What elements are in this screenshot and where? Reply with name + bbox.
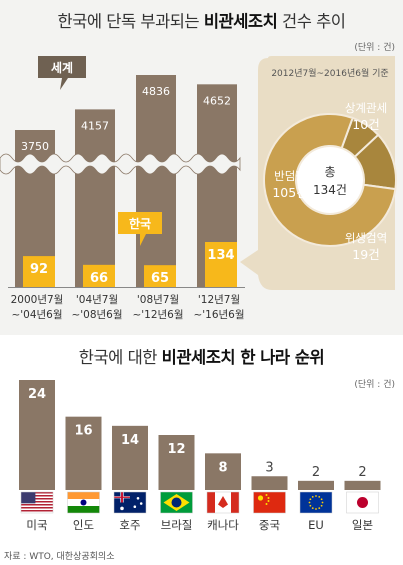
korea-bar: [144, 265, 176, 287]
japan-flag-icon: [346, 491, 379, 514]
pie-label-countervailing-name: 상계관세: [345, 101, 387, 115]
ranking-category-label: 인도: [73, 518, 94, 532]
x-tick-label: '04년7월 ~'08년6월: [71, 294, 122, 321]
ranking-bar: [112, 425, 148, 490]
top-chart-svg: 3750 4157 4836 4652 92 66 65 134 2000년7월 ~'04년6월 '…: [0, 56, 397, 321]
bottom-unit-label: (단위 : 건): [354, 380, 395, 390]
ranking-category-label: EU: [308, 518, 324, 532]
bottom-chart-title: 한국에 대한 비관세조치 한 나라 순위: [78, 348, 325, 367]
world-bar: [136, 75, 176, 287]
korea-value-label: 66: [90, 271, 108, 286]
ranking-bar: [344, 480, 381, 490]
ranking-value-label: 8: [218, 460, 227, 475]
korea-bar: [205, 242, 237, 287]
ranking-category-label: 캐나다: [207, 518, 239, 532]
korea-tag-bubble: [118, 212, 162, 246]
source-note: 자료 : WTO, 대한상공회의소: [4, 552, 115, 562]
ranking-category-label: 중국: [259, 518, 280, 532]
ranking-bar: [158, 435, 195, 490]
world-value-label: 4836: [142, 85, 170, 98]
korea-bar: [83, 264, 115, 287]
china-flag-icon: [253, 491, 286, 514]
world-value-label: 4652: [203, 94, 231, 107]
ranking-value-label: 2: [312, 465, 320, 480]
ranking-category-label: 미국: [26, 518, 47, 532]
korea-value-label: 134: [207, 248, 234, 263]
bottom-chart-svg: 24 미국 16 인도 14 호주 12 브라질 8 캐나다 3 중국 2 EU 2 일본: [19, 380, 381, 532]
pie-total-label: 총: [324, 165, 335, 179]
korea-tag-label: 한국: [129, 216, 151, 231]
ranking-value-label: 2: [358, 465, 366, 480]
pie-label-antidumping-name: 반덤핑: [274, 169, 306, 183]
ranking-value-label: 3: [265, 460, 273, 475]
korea-bar: [23, 256, 55, 287]
pie-label-antidumping-value: 105건: [272, 185, 307, 200]
x-tick-label: 2000년7월 ~'04년6월: [11, 294, 64, 321]
top-unit-label: (단위 : 건): [354, 43, 395, 53]
ranking-value-label: 24: [28, 387, 46, 402]
pie-slice: [263, 113, 397, 247]
us-flag-icon: [20, 491, 54, 514]
ranking-category-label: 일본: [352, 518, 373, 532]
ranking-bar: [298, 480, 334, 490]
ranking-category-label: 호주: [119, 518, 140, 532]
ranking-bar: [19, 380, 55, 490]
ranking-bar: [251, 476, 288, 490]
x-tick-label: '08년7월 ~'12년6월: [132, 294, 183, 321]
world-bar: [75, 109, 115, 287]
ranking-value-label: 12: [167, 442, 185, 457]
pie-label-sps-name: 위생검역: [345, 231, 387, 245]
pie-total-value: 134건: [313, 183, 347, 197]
brazil-flag-icon: [160, 491, 193, 514]
ranking-bar: [65, 416, 102, 490]
india-flag-icon: [67, 491, 100, 514]
ranking-value-label: 14: [121, 433, 139, 448]
australia-flag-icon: [113, 491, 147, 514]
ranking-category-label: 브라질: [161, 518, 193, 532]
top-chart-title: 한국에 단독 부과되는 비관세조치 건수 추이: [57, 12, 346, 31]
pie-label-countervailing-value: 10건: [352, 117, 379, 132]
ranking-value-label: 16: [74, 424, 92, 439]
world-value-label: 3750: [21, 140, 49, 153]
korea-value-label: 65: [151, 271, 169, 286]
ranking-bar: [205, 453, 241, 490]
korea-value-label: 92: [30, 262, 48, 277]
eu-flag-icon: [299, 491, 333, 514]
x-tick-label: '12년7월 ~'16년6월: [193, 294, 244, 321]
world-value-label: 4157: [81, 119, 109, 132]
world-tag-label: 세계: [51, 60, 73, 75]
axis-break-band: [0, 153, 241, 175]
pie-label-sps-value: 19건: [352, 247, 379, 262]
pie-center: [297, 147, 363, 213]
world-tag-bubble: [38, 56, 86, 90]
pie-period-label: 2012년7월~2016년6월 기준: [271, 67, 388, 79]
canada-flag-icon: [206, 491, 240, 514]
